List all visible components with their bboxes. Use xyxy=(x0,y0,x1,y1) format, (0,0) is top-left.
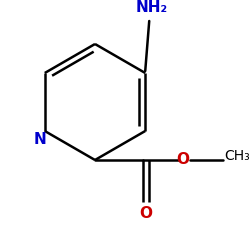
Text: O: O xyxy=(176,152,190,168)
Text: O: O xyxy=(140,206,152,222)
Text: CH₃: CH₃ xyxy=(224,149,250,163)
Text: NH₂: NH₂ xyxy=(135,0,167,14)
Text: N: N xyxy=(34,132,46,148)
